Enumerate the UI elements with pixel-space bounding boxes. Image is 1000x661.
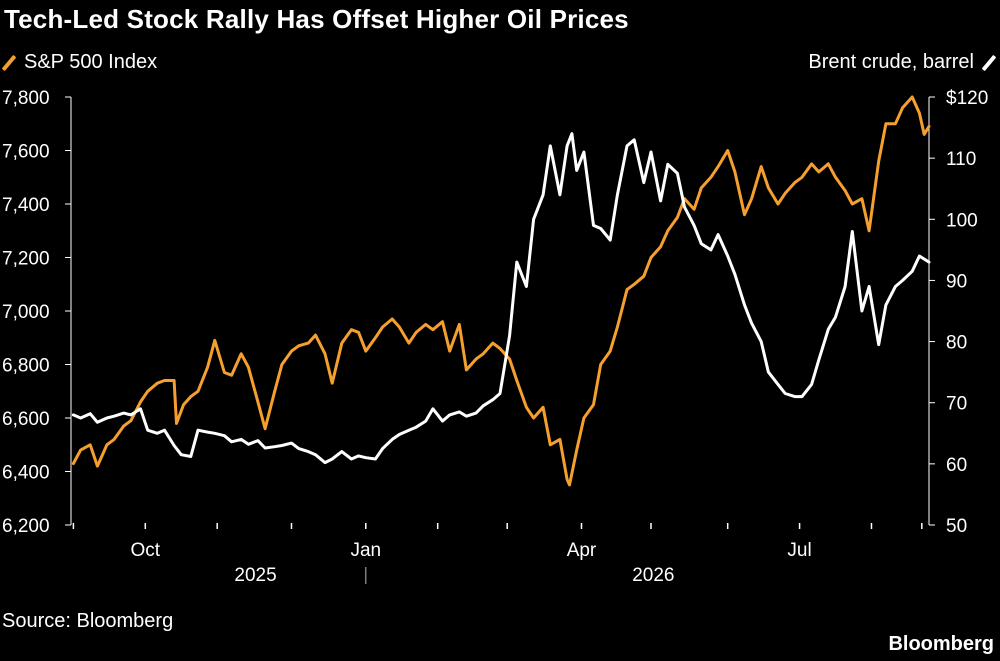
source-note: Source: Bloomberg xyxy=(2,610,174,632)
x-tick-label: Jul xyxy=(787,540,811,561)
x-year-label: 2026 xyxy=(632,565,674,586)
legend-brent: Brent crude, barrel xyxy=(808,51,996,74)
sp500-series-line xyxy=(71,95,931,487)
bloomberg-logo: Bloomberg xyxy=(888,633,994,655)
x-tick-label: Jan xyxy=(350,540,381,561)
legend-brent-label: Brent crude, barrel xyxy=(808,51,974,73)
y-left-tick-label: 7,400 xyxy=(2,195,50,216)
y-left-tick-label: 7,000 xyxy=(2,302,50,323)
y-right-tick-label: 90 xyxy=(946,271,967,292)
y-left-tick-label: 7,200 xyxy=(2,249,50,270)
brent-series-line xyxy=(71,132,931,465)
legend-sp500: S&P 500 Index xyxy=(2,51,157,74)
legend-sp500-label: S&P 500 Index xyxy=(24,51,158,73)
x-tick-label: Oct xyxy=(131,540,161,561)
y-right-tick-label: $120 xyxy=(946,88,988,109)
y-right-tick-label: 50 xyxy=(946,516,967,537)
y-right-tick-label: 110 xyxy=(946,149,976,170)
y-right-tick-label: 60 xyxy=(946,455,967,476)
y-right-tick-label: 80 xyxy=(946,333,967,354)
y-left-tick-label: 6,800 xyxy=(2,356,50,377)
y-left-tick-label: 6,200 xyxy=(2,516,50,537)
y-left-tick-label: 7,800 xyxy=(2,88,50,109)
chart-title: Tech-Led Stock Rally Has Offset Higher O… xyxy=(4,4,629,34)
x-tick-label: Apr xyxy=(567,540,597,561)
y-right-tick-label: 70 xyxy=(946,394,967,415)
y-left-tick-label: 6,600 xyxy=(2,409,50,430)
y-left-tick-label: 7,600 xyxy=(2,142,50,163)
y-right-tick-label: 100 xyxy=(946,210,978,231)
x-year-label: 2025 xyxy=(234,565,276,586)
y-left-tick-label: 6,400 xyxy=(2,463,50,484)
